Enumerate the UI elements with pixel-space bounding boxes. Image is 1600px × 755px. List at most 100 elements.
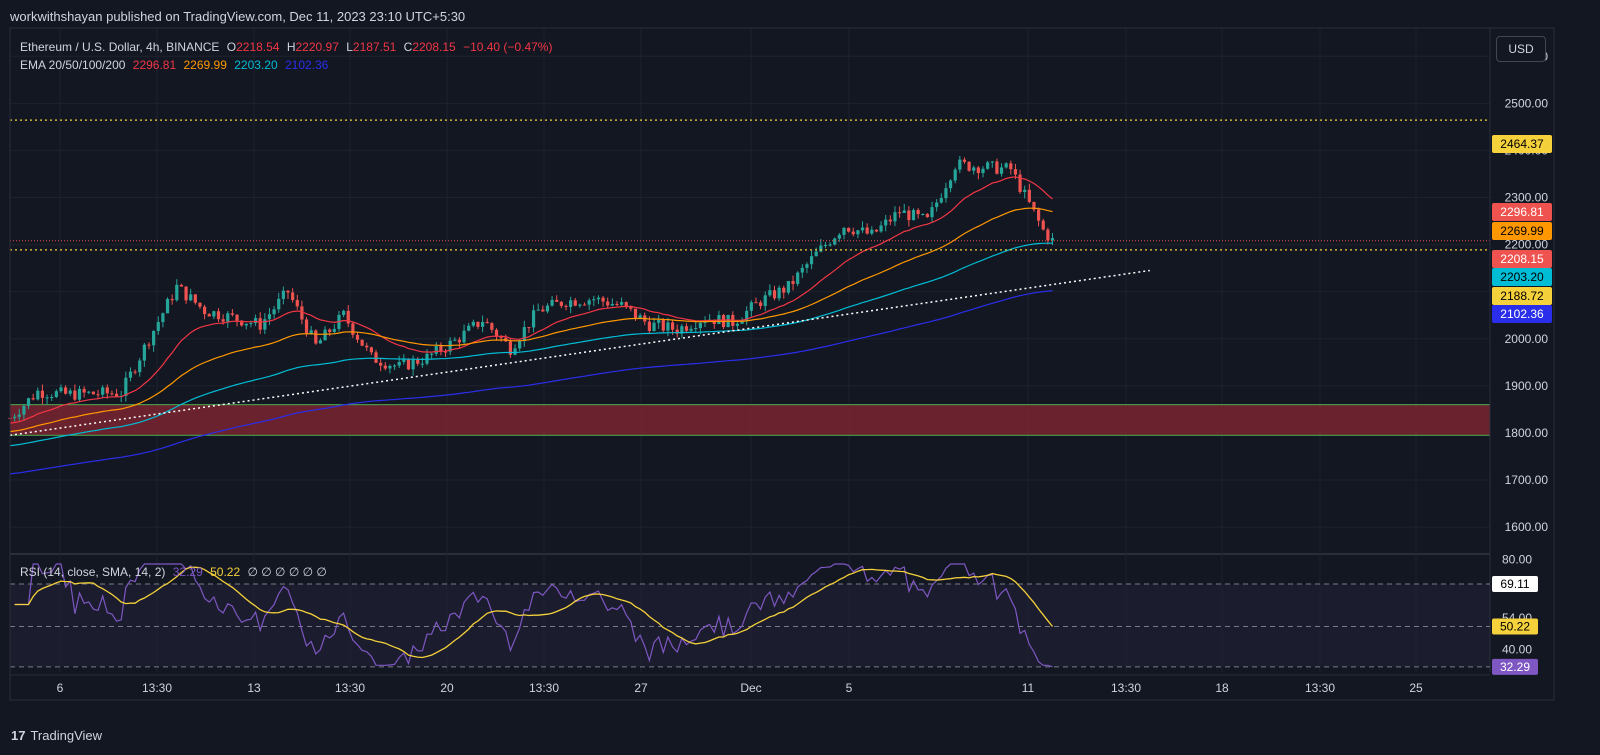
candle-body	[397, 361, 401, 366]
candle-body	[91, 391, 95, 395]
candle-body	[647, 321, 651, 332]
rsi-tag-label: 69.11	[1500, 577, 1529, 591]
candle-body	[240, 320, 244, 326]
candle-body	[865, 227, 869, 234]
candle-body	[782, 287, 786, 293]
candle-body	[439, 346, 443, 352]
y-tick-label: 2000.00	[1505, 332, 1549, 346]
candle-body	[1050, 238, 1055, 241]
rsi-y-tick-label: 80.00	[1502, 553, 1532, 567]
candle-body	[666, 322, 670, 331]
candle-body	[652, 322, 656, 332]
candle-body	[212, 311, 216, 317]
rsi-sma-line	[14, 566, 1054, 659]
candle-body	[763, 295, 767, 306]
candle-body	[620, 302, 624, 305]
candle-body	[462, 330, 466, 343]
price-tag	[1492, 222, 1552, 240]
candle-body	[64, 387, 68, 394]
candle-body	[935, 202, 939, 208]
x-tick-label: 13:30	[335, 681, 365, 695]
candle-body	[661, 320, 665, 331]
ema-line-200	[9, 290, 1053, 475]
candle-body	[823, 244, 828, 246]
candle-body	[1046, 229, 1050, 241]
candle-body	[860, 227, 865, 231]
candle-body	[606, 301, 610, 306]
open-value: 2218.54	[236, 40, 280, 54]
candle-body	[59, 387, 63, 392]
candle-body	[152, 330, 156, 346]
candle-body	[559, 301, 563, 307]
candle-body	[513, 348, 517, 355]
candle-body	[203, 306, 207, 315]
candle-body	[179, 284, 184, 287]
candle-body	[879, 225, 883, 232]
rsi-tag	[1492, 576, 1538, 593]
tradingview-logo-icon: 17	[11, 728, 26, 743]
x-tick-label: 6	[57, 681, 64, 695]
candle-body	[453, 339, 457, 341]
candle-body	[31, 398, 35, 400]
candle-body	[272, 309, 276, 315]
candle-body	[680, 326, 684, 334]
candle-body	[355, 334, 360, 340]
candle-body	[17, 414, 21, 417]
price-tag-label: 2296.81	[1500, 205, 1544, 219]
candle-body	[318, 340, 323, 344]
candle-body	[916, 209, 920, 215]
candle-body	[907, 210, 911, 221]
brand-label: TradingView	[30, 728, 103, 743]
candle-body	[277, 298, 281, 310]
currency-button[interactable]: USD	[1496, 36, 1546, 62]
rsi-placeholders: ∅ ∅ ∅ ∅ ∅ ∅	[247, 565, 327, 579]
candle-body	[420, 363, 424, 365]
candle-body	[508, 341, 512, 355]
x-tick-label: 13:30	[142, 681, 172, 695]
candle-body	[110, 393, 114, 395]
candle-body	[105, 387, 109, 394]
candle-body	[253, 318, 258, 324]
candle-body	[147, 344, 151, 346]
low-value: 2187.51	[352, 40, 397, 54]
candle-body	[485, 321, 489, 324]
close-value: 2208.15	[412, 40, 456, 54]
candle-body	[1018, 174, 1022, 193]
candle-body	[411, 359, 415, 370]
candle-body	[898, 212, 902, 214]
price-tag-label: 2464.37	[1500, 137, 1544, 151]
candle-body	[346, 310, 350, 324]
candle-body	[295, 299, 299, 307]
candle-body	[582, 304, 587, 306]
ema20-value: 2296.81	[132, 58, 177, 72]
candle-body	[300, 306, 304, 320]
rsi-band-fill	[10, 584, 1490, 667]
x-tick-label: 25	[1409, 681, 1423, 695]
candle-body	[819, 245, 823, 252]
candle-body	[499, 336, 503, 338]
ema-line-100	[9, 242, 1053, 447]
candle-body	[406, 359, 411, 370]
candle-body	[175, 284, 179, 301]
candle-body	[281, 290, 285, 299]
candle-body	[434, 346, 438, 354]
candle-body	[518, 341, 522, 349]
rsi-tag-label: 32.29	[1500, 660, 1530, 674]
candle-body	[550, 299, 554, 306]
price-tag	[1492, 203, 1552, 221]
candle-body	[448, 340, 452, 352]
candle-body	[416, 359, 420, 364]
y-tick-label: 1700.00	[1505, 473, 1549, 487]
candle-body	[536, 309, 540, 311]
price-tag	[1492, 305, 1552, 323]
candle-body	[828, 244, 832, 246]
x-tick-label: 11	[1022, 681, 1035, 695]
candle-body	[842, 227, 846, 235]
candle-body	[555, 299, 559, 302]
candle-body	[675, 329, 679, 334]
chart-frame	[9, 27, 1555, 701]
x-tick-label: 13:30	[529, 681, 559, 695]
candle-body	[944, 188, 948, 199]
candle-body	[388, 365, 392, 369]
